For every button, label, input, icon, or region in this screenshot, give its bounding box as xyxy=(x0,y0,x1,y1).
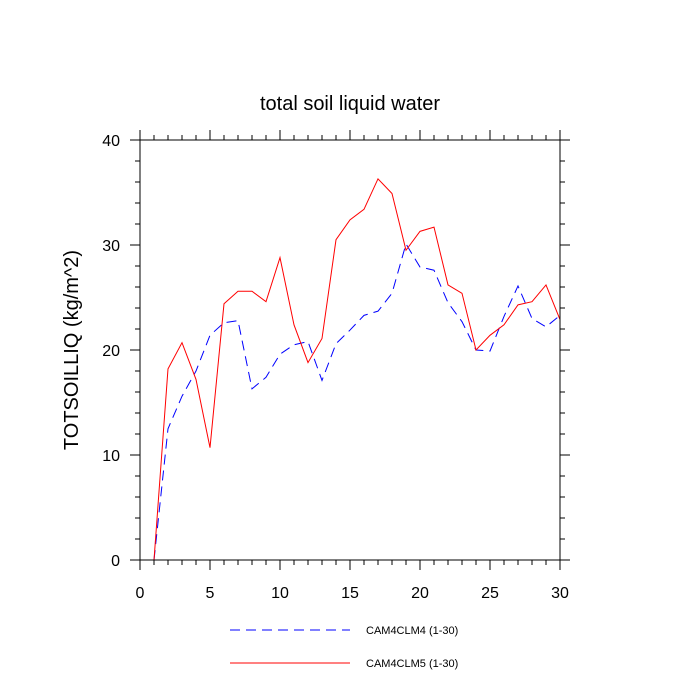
legend: CAM4CLM4 (1-30) CAM4CLM5 (1-30) xyxy=(230,625,458,670)
x-tick-label: 10 xyxy=(271,585,289,602)
series-line-2 xyxy=(153,177,561,561)
x-tick-label: 15 xyxy=(341,585,359,602)
legend-label: CAM4CLM4 (1-30) xyxy=(366,625,458,637)
x-tick-label: 25 xyxy=(481,585,499,602)
chart-title: total soil liquid water xyxy=(260,93,440,115)
x-tick-label: 20 xyxy=(411,585,429,602)
legend-label: CAM4CLM5 (1-30) xyxy=(366,658,458,670)
x-tick-label: 5 xyxy=(206,585,215,602)
series-line-1 xyxy=(153,242,561,561)
y-tick-label: 30 xyxy=(102,238,120,255)
y-tick-label: 0 xyxy=(111,553,120,570)
y-tick-label: 20 xyxy=(102,343,120,360)
y-axis-label: TOTSOILLIQ (kg/m^2) xyxy=(61,250,83,450)
x-tick-label: 30 xyxy=(551,585,569,602)
plot-axes: 0 5 10 15 20 25 30 0 10 20 30 40 xyxy=(102,130,570,602)
y-tick-label: 40 xyxy=(102,133,120,150)
x-tick-label: 0 xyxy=(136,585,145,602)
plot-frame xyxy=(139,139,561,561)
series-layer xyxy=(153,177,561,561)
y-tick-label: 10 xyxy=(102,448,120,465)
